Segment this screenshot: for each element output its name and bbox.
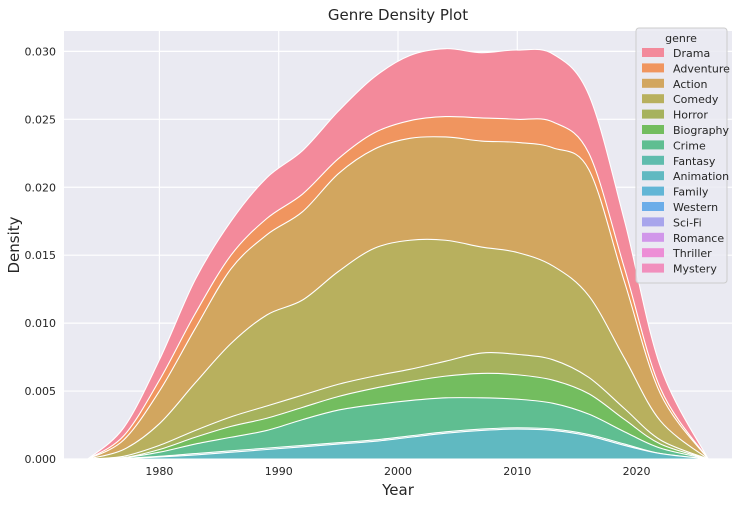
chart-title: Genre Density Plot (328, 6, 468, 24)
area-edge-drama (87, 48, 709, 460)
legend-swatch-biography (642, 125, 664, 134)
x-tick-label-2000: 2000 (384, 465, 412, 478)
y-tick-label-5: 0.025 (25, 113, 57, 126)
area-edge-animation (87, 428, 709, 460)
legend-label-family: Family (673, 186, 709, 199)
x-tick-label-2020: 2020 (623, 465, 651, 478)
legend-swatch-animation (642, 171, 664, 181)
legend-label-adventure: Adventure (673, 62, 730, 75)
legend-swatch-drama (642, 48, 664, 57)
legend-label-drama: Drama (673, 47, 710, 60)
area-edge-crime (87, 397, 709, 460)
legend-label-biography: Biography (673, 124, 730, 137)
legend-label-comedy: Comedy (673, 93, 719, 106)
legend-swatch-horror (642, 109, 664, 119)
tick-labels: 1980 1990 2000 2010 2020 0.000 0.005 0.010 0.015… (25, 45, 651, 478)
y-tick-label-6: 0.030 (25, 45, 57, 58)
area-edge-action (87, 136, 709, 460)
legend-swatch-sci-fi (642, 217, 664, 227)
legend-swatch-thriller (642, 248, 664, 258)
area-edge-biography (87, 372, 709, 460)
legend-label-animation: Animation (673, 170, 729, 183)
legend-swatch-comedy (642, 94, 664, 104)
y-tick-label-1: 0.005 (25, 385, 57, 398)
y-tick-label-2: 0.010 (25, 317, 57, 330)
legend-label-crime: Crime (673, 139, 706, 152)
legend-label-western: Western (673, 201, 718, 214)
area-edge-comedy (87, 238, 709, 460)
legend-label-thriller: Thriller (672, 247, 712, 260)
legend-swatch-mystery (642, 263, 664, 273)
x-axis-title: Year (381, 481, 415, 499)
legend-swatch-romance (642, 232, 664, 242)
legend-label-romance: Romance (673, 232, 724, 245)
legend-label-action: Action (673, 78, 707, 91)
legend-label-sci-fi: Sci-Fi (673, 216, 702, 229)
y-tick-label-4: 0.020 (25, 181, 57, 194)
y-axis-title: Density (5, 216, 23, 273)
legend: genre Drama Adventure Action Comedy Horror Bi… (635, 27, 730, 284)
x-tick-label-1990: 1990 (265, 465, 293, 478)
y-tick-label-0: 0.000 (25, 453, 57, 466)
y-tick-label-3: 0.015 (25, 249, 57, 262)
legend-swatch-western (642, 202, 664, 211)
x-tick-label-1980: 1980 (145, 465, 173, 478)
area-edge-adventure (87, 115, 709, 460)
x-tick-label-2010: 2010 (503, 465, 531, 478)
legend-swatch-action (642, 78, 664, 88)
legend-label-horror: Horror (673, 109, 708, 122)
area-edge-fantasy (87, 427, 709, 460)
legend-title: genre (665, 32, 697, 45)
legend-label-fantasy: Fantasy (673, 155, 716, 168)
area-edge-horror (87, 352, 709, 460)
density-areas (87, 48, 709, 460)
legend-swatch-crime (642, 140, 664, 150)
legend-swatch-adventure (642, 63, 664, 73)
legend-swatch-family (642, 186, 664, 196)
legend-swatch-fantasy (642, 155, 664, 165)
legend-label-mystery: Mystery (673, 263, 717, 276)
